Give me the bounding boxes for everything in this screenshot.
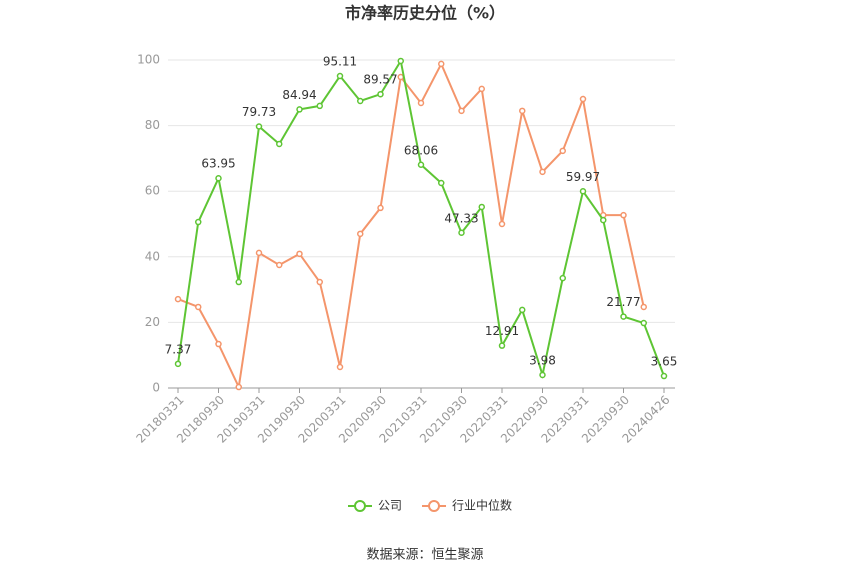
- data-point: [174, 360, 182, 368]
- data-point: [559, 274, 566, 282]
- data-point: [539, 168, 546, 176]
- data-label: 95.11: [323, 55, 357, 69]
- data-point: [235, 278, 242, 286]
- y-tick-label: 0: [152, 381, 160, 395]
- data-label: 84.94: [282, 88, 316, 102]
- data-label: 68.06: [404, 143, 438, 157]
- data-point: [276, 261, 283, 269]
- data-point: [438, 179, 445, 187]
- data-point: [640, 319, 647, 327]
- data-label: 12.91: [485, 324, 519, 338]
- series-line: [177, 61, 645, 391]
- legend-label: 行业中位数: [452, 498, 512, 513]
- data-point: [195, 303, 202, 311]
- data-point: [336, 363, 344, 371]
- data-label: 63.95: [201, 157, 235, 171]
- data-point: [660, 372, 668, 380]
- data-point: [417, 161, 425, 169]
- data-point: [539, 371, 546, 379]
- data-label: 47.33: [444, 211, 478, 225]
- data-point: [377, 204, 384, 212]
- data-point: [195, 218, 202, 226]
- data-point: [620, 211, 627, 219]
- chart-title: 市净率历史分位（%）: [345, 4, 505, 23]
- data-label: 89.57: [363, 73, 397, 87]
- data-point: [579, 188, 587, 195]
- y-tick-label: 40: [145, 249, 160, 263]
- data-point: [478, 203, 485, 211]
- data-point: [336, 72, 344, 80]
- data-point: [579, 95, 587, 103]
- data-point: [458, 229, 465, 237]
- data-point: [397, 73, 404, 81]
- data-point: [519, 107, 526, 115]
- data-point: [255, 123, 263, 130]
- data-point: [357, 230, 364, 238]
- data-point: [316, 278, 323, 286]
- data-point: [620, 313, 627, 320]
- data-point: [498, 220, 506, 228]
- data-point: [377, 90, 384, 98]
- legend-label: 公司: [378, 499, 402, 513]
- data-label: 3.98: [529, 353, 556, 367]
- data-point: [478, 85, 485, 93]
- data-point: [296, 106, 303, 113]
- data-point: [316, 102, 323, 110]
- data-label: 3.65: [651, 355, 678, 369]
- data-point: [458, 107, 465, 115]
- data-point: [255, 249, 263, 257]
- data-point: [417, 99, 425, 107]
- data-point: [640, 303, 647, 311]
- data-label: 79.73: [242, 105, 276, 119]
- data-point: [276, 140, 283, 148]
- source: 数据来源：恒生聚源: [366, 548, 483, 563]
- data-point: [215, 174, 222, 182]
- legend-marker: [354, 500, 366, 512]
- legend-marker: [428, 500, 441, 512]
- data-point: [174, 295, 182, 303]
- data-point: [215, 340, 222, 348]
- data-point: [600, 216, 607, 224]
- data-point: [397, 57, 404, 65]
- y-tick-label: 20: [145, 315, 160, 329]
- y-tick-label: 60: [145, 184, 160, 198]
- data-point: [235, 383, 242, 391]
- data-point: [559, 147, 566, 155]
- data-point: [519, 306, 526, 314]
- y-tick-label: 80: [145, 118, 160, 132]
- data-label: 7.37: [165, 342, 192, 356]
- data-point: [296, 250, 303, 258]
- y-tick-label: 100: [137, 53, 160, 67]
- data-label: 21.77: [606, 295, 640, 309]
- data-point: [438, 60, 445, 68]
- data-point: [357, 97, 364, 105]
- data-label: 59.97: [566, 170, 600, 184]
- data-point: [498, 342, 506, 349]
